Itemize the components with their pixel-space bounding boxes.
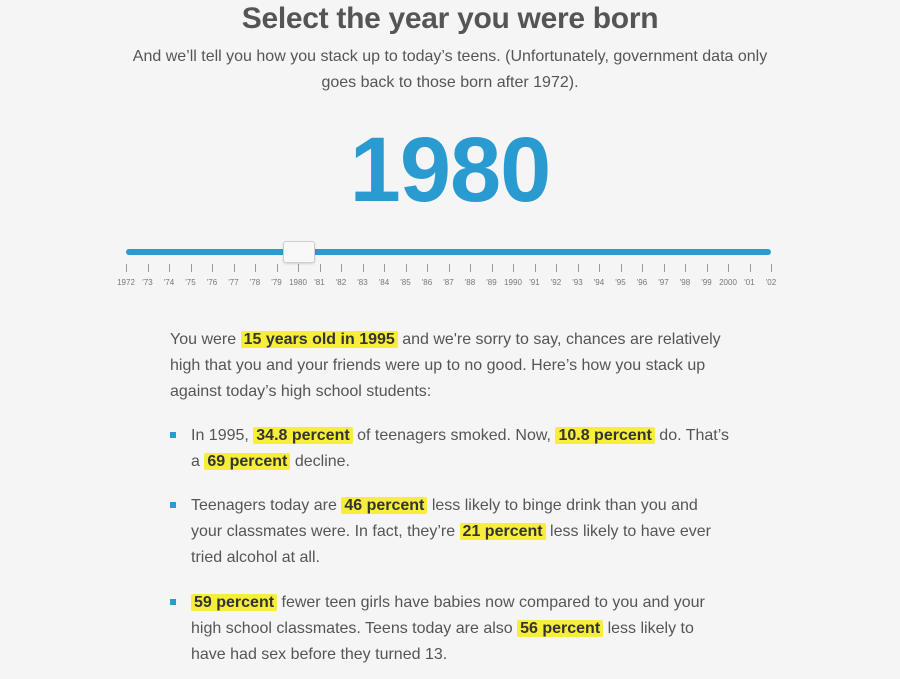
page-subtitle: And we’ll tell you how you stack up to t… <box>132 48 768 91</box>
slider-tick-label: 1980 <box>289 278 307 287</box>
bullet-text: decline. <box>290 453 350 470</box>
slider-tick <box>599 264 600 272</box>
bullet-text: do. That’s a <box>191 427 729 470</box>
slider-tick <box>534 264 536 272</box>
slider-tick-label: '89 <box>486 278 497 287</box>
slider-tick <box>556 264 557 272</box>
slider-tick <box>169 264 170 272</box>
slider-tick-label: '75 <box>185 278 196 287</box>
highlight-stat: 34.8 percent <box>253 427 353 444</box>
slider-tick <box>771 264 772 272</box>
highlight-stat: 69 percent <box>204 453 291 470</box>
slider-tick <box>448 264 450 272</box>
slider-tick-label: '92 <box>550 278 562 287</box>
slider-tick <box>663 264 665 272</box>
slider-tick <box>255 264 256 272</box>
slider-tick-label: '93 <box>572 278 583 287</box>
slider-tick <box>405 264 407 272</box>
stat-bullet-drinking: Teenagers today are 46 percent less like… <box>191 493 731 571</box>
highlight-stat: 21 percent <box>459 523 546 540</box>
slider-tick-label: '99 <box>701 278 712 287</box>
stat-bullet-pregnancy: 59 percent fewer teen girls have babies … <box>191 590 731 668</box>
highlight-stat: 59 percent <box>191 594 278 611</box>
year-slider-thumb[interactable] <box>283 241 315 263</box>
slider-tick-label: '98 <box>679 278 691 287</box>
year-slider-ticks: 1972 '73 '74 '75 '76 '77 '78 '79 1980 '81 '82 '83 '8… <box>0 264 900 294</box>
bullet-text: In 1995, <box>191 427 254 444</box>
slider-tick <box>642 264 643 272</box>
slider-tick <box>233 264 235 272</box>
slider-tick-label: '81 <box>314 278 325 287</box>
stat-bullet-smoking: In 1995, 34.8 percent of teenagers smoke… <box>191 423 731 475</box>
slider-tick <box>384 264 385 272</box>
slider-tick-label: '97 <box>658 278 669 287</box>
slider-tick <box>276 264 278 272</box>
bullet-text: Teenagers today are <box>191 497 342 514</box>
slider-tick <box>749 264 751 272</box>
highlight-stat: 10.8 percent <box>555 427 655 444</box>
slider-tick-label: '76 <box>206 278 218 287</box>
slider-tick <box>513 264 514 272</box>
slider-tick-label: 1972 <box>117 278 135 287</box>
slider-tick <box>577 264 579 272</box>
slider-tick-label: '85 <box>400 278 411 287</box>
highlight-age: 15 years old in 1995 <box>240 331 398 348</box>
slider-tick-label: '91 <box>529 278 540 287</box>
slider-tick-label: '94 <box>593 278 605 287</box>
slider-tick-label: '88 <box>464 278 476 287</box>
slider-tick <box>190 264 192 272</box>
bullet-marker <box>170 432 176 438</box>
intro-text: and we're sorry to say, chances are rela… <box>170 331 721 400</box>
slider-tick <box>470 264 471 272</box>
slider-tick <box>126 264 127 272</box>
slider-tick-label: '02 <box>765 278 777 287</box>
slider-tick-label: '01 <box>744 278 755 287</box>
slider-tick-label: '84 <box>378 278 390 287</box>
slider-tick <box>728 264 729 272</box>
slider-tick <box>427 264 428 272</box>
slider-tick-label: '87 <box>443 278 454 287</box>
slider-tick-label: '79 <box>271 278 282 287</box>
bullet-text: less likely to have ever tried alcohol a… <box>191 523 711 566</box>
slider-tick-label: '95 <box>615 278 626 287</box>
highlight-stat: 56 percent <box>517 620 604 637</box>
slider-tick <box>147 264 149 272</box>
bullet-text: less likely to binge drink than you and … <box>191 497 698 540</box>
slider-tick-label: '86 <box>421 278 433 287</box>
selected-year-display: 1980 <box>349 119 552 221</box>
slider-tick <box>706 264 708 272</box>
slider-tick-label: '77 <box>228 278 239 287</box>
slider-tick-label: '82 <box>335 278 347 287</box>
slider-tick-label: '74 <box>163 278 175 287</box>
slider-tick-label: '83 <box>357 278 368 287</box>
slider-tick-label: '78 <box>249 278 261 287</box>
slider-tick <box>620 264 622 272</box>
slider-tick-label: 1990 <box>504 278 522 287</box>
slider-tick <box>341 264 342 272</box>
page-title: Select the year you were born <box>241 2 659 35</box>
intro-paragraph: You were 15 years old in 1995 and we're … <box>170 327 740 405</box>
bullet-text: less likely to have had sex before they … <box>191 620 694 663</box>
slider-tick-label: '96 <box>636 278 648 287</box>
slider-tick <box>362 264 364 272</box>
slider-tick-label: '73 <box>142 278 153 287</box>
bullet-marker <box>170 502 176 508</box>
intro-text: You were <box>170 331 241 348</box>
year-slider-track[interactable] <box>126 249 771 255</box>
bullet-marker <box>170 599 176 605</box>
slider-tick <box>319 264 321 272</box>
slider-tick <box>298 264 299 272</box>
slider-tick <box>685 264 686 272</box>
bullet-text: fewer teen girls have babies now compare… <box>191 594 705 637</box>
slider-tick-label: 2000 <box>719 278 737 287</box>
slider-tick <box>212 264 213 272</box>
bullet-text: of teenagers smoked. Now, <box>352 427 556 444</box>
highlight-stat: 46 percent <box>341 497 428 514</box>
slider-tick <box>491 264 493 272</box>
